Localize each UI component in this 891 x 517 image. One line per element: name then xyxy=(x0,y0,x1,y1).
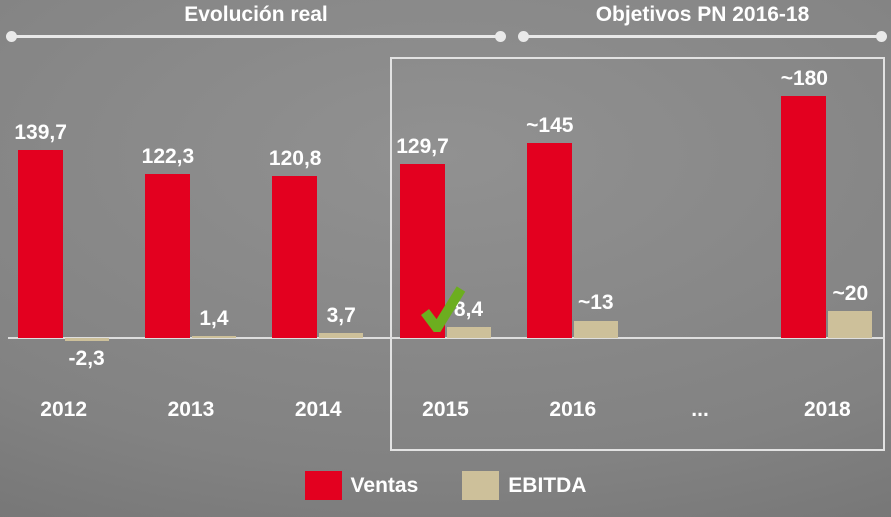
bar-ebitda-2016 xyxy=(573,320,618,338)
bracket-endpoint-dot xyxy=(495,31,506,42)
category-label-2016: 2016 xyxy=(549,398,597,421)
section-title-evolucion-real: Evolución real xyxy=(184,3,328,26)
label-ventas-2013: 122,3 xyxy=(141,144,195,168)
category-label-2014: 2014 xyxy=(294,398,342,421)
x-axis-baseline xyxy=(8,337,885,339)
label-ebitda-2014: 3,7 xyxy=(326,303,356,327)
objetivos-pn-bracket-line xyxy=(518,31,887,42)
bar-ebitda-2012 xyxy=(64,338,109,342)
section-objetivos-pn: Objetivos PN 2016-18 xyxy=(518,0,887,48)
objectives-period-box xyxy=(390,57,885,451)
ventas-color-swatch xyxy=(304,471,342,500)
section-title-objetivos-pn: Objetivos PN 2016-18 xyxy=(595,3,810,26)
bracket-endpoint-dot xyxy=(518,31,529,42)
bar-ventas-2016 xyxy=(526,143,572,338)
bracket-endpoint-dot xyxy=(876,31,887,42)
label-ventas-2014: 120,8 xyxy=(268,146,322,170)
category-label-2012: 2012 xyxy=(40,398,87,421)
label-ebitda-2012: -2,3 xyxy=(68,347,105,371)
label-ebitda-2015: 8,4 xyxy=(453,297,484,321)
legend-item-ventas: Ventas xyxy=(304,471,419,500)
label-ventas-2012: 139,7 xyxy=(14,121,67,145)
chart-area: 139,7 -2,3 122,3 1,4 120,8 3,7 129,7 8,4 ~145 ~13… xyxy=(14,66,873,342)
ebitda-color-swatch xyxy=(462,471,500,500)
bar-ventas-2018 xyxy=(781,96,827,338)
bar-ventas-2012 xyxy=(17,150,63,338)
bar-ebitda-2015 xyxy=(446,326,491,338)
bar-ventas-2015 xyxy=(399,163,445,338)
bar-ventas-2014 xyxy=(272,175,318,338)
category-label-2013: 2013 xyxy=(167,398,215,421)
label-ebitda-2016: ~13 xyxy=(577,291,614,315)
bar-ebitda-2013 xyxy=(191,336,236,338)
bar-ebitda-2014 xyxy=(319,333,364,338)
category-label-2018: 2018 xyxy=(803,398,851,421)
label-ebitda-2013: 1,4 xyxy=(199,307,229,331)
label-ventas-2016: ~145 xyxy=(526,114,574,138)
label-ventas-2015: 129,7 xyxy=(396,134,449,158)
evolucion-real-bracket-line xyxy=(6,31,506,42)
year-row: 2012 2013 2014 2015 2016... 2018 xyxy=(0,398,891,428)
label-ebitda-2018: ~20 xyxy=(832,282,869,306)
bracket-endpoint-dot xyxy=(6,31,17,42)
target-met-checkmark-icon xyxy=(419,284,467,337)
bar-ventas-2013 xyxy=(144,173,190,338)
legend-label-ventas: Ventas xyxy=(350,473,419,497)
legend: Ventas EBITDA xyxy=(0,471,891,500)
bar-ebitda-2018 xyxy=(828,311,873,338)
legend-label-ebitda: EBITDA xyxy=(508,473,587,497)
category-label-2015: 2015 xyxy=(422,398,469,421)
legend-item-ebitda: EBITDA xyxy=(462,471,586,500)
label-ventas-2018: ~180 xyxy=(780,66,828,90)
category-label-...: ... xyxy=(691,398,709,421)
section-evolucion-real: Evolución real xyxy=(6,0,506,48)
